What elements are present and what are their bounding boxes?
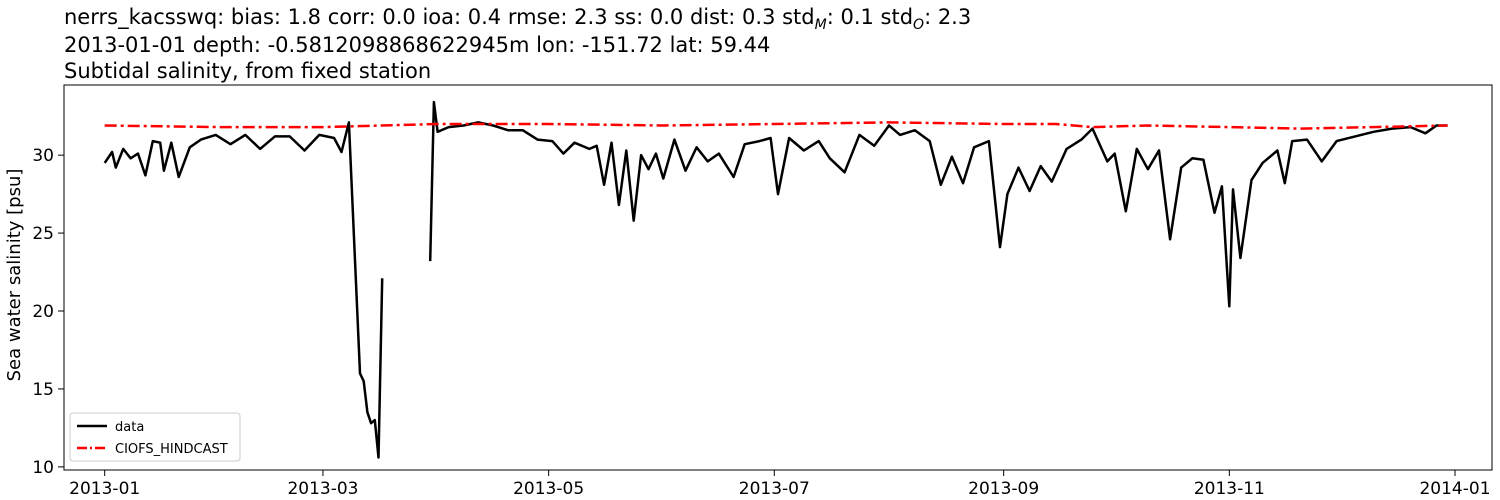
- x-tick-label-2013-03: 2013-03: [287, 479, 358, 499]
- legend-label-ciofs-hindcast: CIOFS_HINDCAST: [115, 442, 228, 457]
- x-tick-label-2013-07: 2013-07: [739, 479, 810, 499]
- x-tick-label-2013-01: 2013-01: [69, 479, 140, 499]
- y-tick-label-25: 25: [32, 224, 54, 244]
- chart-title-stats: nerrs_kacsswq: bias: 1.8 corr: 0.0 ioa: …: [64, 5, 971, 33]
- plot-area: 10 15 20 25 30 2013-01 2013-03 2013-05 2013-07 20…: [32, 84, 1493, 499]
- y-tick-label-20: 20: [32, 302, 54, 322]
- series-line-ciofs-hindcast: [104, 121, 1448, 130]
- chart-title-location: 2013-01-01 depth: -0.5812098868622945m l…: [64, 33, 770, 57]
- y-axis-label: Sea water salinity [psu]: [4, 169, 25, 382]
- axes-frame: [63, 84, 1493, 471]
- y-tick-label-30: 30: [32, 146, 54, 166]
- x-tick-label-2013-05: 2013-05: [513, 479, 584, 499]
- chart-title-description: Subtidal salinity, from fixed station: [64, 59, 431, 83]
- x-tick-label-2013-11: 2013-11: [1194, 479, 1265, 499]
- y-tick-label-15: 15: [32, 380, 54, 400]
- x-tick-label-2014-01: 2014-01: [1419, 479, 1490, 499]
- x-tick-label-2013-09: 2013-09: [968, 479, 1039, 499]
- legend-box: [69, 412, 241, 462]
- legend: data CIOFS_HINDCAST: [69, 412, 241, 462]
- y-tick-label-10: 10: [32, 458, 54, 478]
- legend-label-data: data: [115, 420, 144, 435]
- series-line-data: [103, 100, 1448, 459]
